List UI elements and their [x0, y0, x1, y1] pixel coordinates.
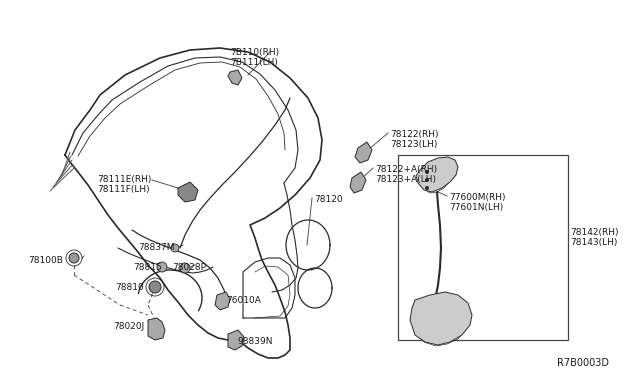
Text: 78122(RH): 78122(RH)	[390, 130, 438, 139]
Text: 76010A: 76010A	[226, 296, 261, 305]
Text: 77600M(RH): 77600M(RH)	[449, 193, 506, 202]
Bar	[398, 155, 568, 340]
Text: 7B110(RH): 7B110(RH)	[230, 48, 279, 57]
Text: 78837M: 78837M	[138, 243, 175, 252]
Text: 78123+A(LH): 78123+A(LH)	[375, 175, 436, 184]
Circle shape	[425, 178, 429, 182]
Polygon shape	[148, 318, 165, 340]
Text: 78100B: 78100B	[28, 256, 63, 265]
Polygon shape	[416, 157, 458, 192]
Polygon shape	[410, 292, 472, 345]
Polygon shape	[215, 292, 230, 310]
Text: 78142(RH): 78142(RH)	[570, 228, 618, 237]
Polygon shape	[178, 182, 198, 202]
Text: 78111E(RH): 78111E(RH)	[97, 175, 152, 184]
Text: 78028P: 78028P	[172, 263, 206, 272]
Circle shape	[425, 186, 429, 190]
Text: 78020J: 78020J	[113, 322, 144, 331]
Text: 98839N: 98839N	[237, 337, 273, 346]
Polygon shape	[350, 172, 366, 193]
Text: 78120: 78120	[314, 195, 342, 204]
Text: 78122+A(RH): 78122+A(RH)	[375, 165, 437, 174]
Circle shape	[425, 170, 429, 174]
Text: 78111F(LH): 78111F(LH)	[97, 185, 150, 194]
Text: 78810: 78810	[115, 283, 144, 292]
Text: 78143(LH): 78143(LH)	[570, 238, 618, 247]
Polygon shape	[228, 70, 242, 85]
Polygon shape	[355, 142, 372, 163]
Circle shape	[69, 253, 79, 263]
Polygon shape	[228, 330, 244, 350]
Circle shape	[157, 262, 167, 272]
Text: 77601N(LH): 77601N(LH)	[449, 203, 503, 212]
Circle shape	[180, 263, 190, 273]
Text: 7B111(LH): 7B111(LH)	[230, 58, 278, 67]
Text: 78815: 78815	[133, 263, 162, 272]
Circle shape	[149, 281, 161, 293]
Circle shape	[171, 244, 179, 252]
Text: 78123(LH): 78123(LH)	[390, 140, 437, 149]
Text: R7B0003D: R7B0003D	[557, 358, 609, 368]
